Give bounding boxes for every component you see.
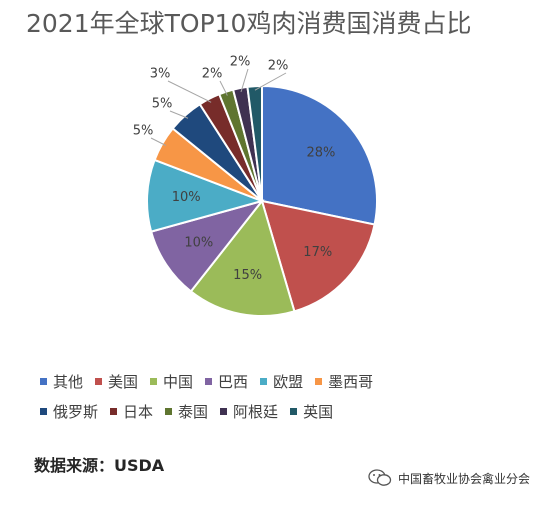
legend-item: 俄罗斯: [40, 401, 98, 422]
slice-label-1: 17%: [303, 245, 332, 260]
legend-swatch: [205, 377, 213, 385]
leader-line-9: [240, 68, 249, 93]
slice-label-7: 3%: [150, 67, 171, 82]
legend-item: 墨西哥: [315, 371, 373, 392]
legend-swatch: [165, 407, 173, 415]
legend-label: 巴西: [218, 372, 249, 391]
pie-slice-2: [189, 198, 296, 317]
legend-item: 中国: [150, 371, 193, 392]
legend-swatch: [220, 407, 228, 415]
legend-label: 日本: [123, 402, 154, 421]
legend-swatch: [40, 407, 47, 415]
slice-label-3: 10%: [184, 236, 213, 251]
legend-swatch: [95, 377, 103, 385]
legend-row: 俄罗斯 日本 泰国 阿根廷 英国: [40, 396, 540, 426]
legend-label: 其他: [53, 372, 84, 391]
slice-label-10: 2%: [268, 59, 289, 74]
leader-line-5: [150, 137, 167, 146]
legend-label: 阿根廷: [233, 402, 279, 421]
slice-label-0: 28%: [306, 146, 335, 161]
legend-item: 其他: [40, 371, 83, 392]
legend-label: 俄罗斯: [53, 402, 99, 421]
watermark: 中国畜牧业协会禽业分会: [368, 469, 530, 487]
legend-item: 泰国: [165, 401, 208, 422]
slice-label-6: 5%: [152, 97, 173, 112]
leader-line-7: [167, 80, 212, 103]
pie-chart: 28% 17% 15% 10% 10% 5% 5% 3% 2% 2% 2%: [133, 55, 378, 317]
data-source: 数据来源：USDA: [34, 456, 165, 475]
legend-label: 美国: [108, 372, 139, 391]
wechat-icon: [368, 469, 392, 486]
slice-label-4: 10%: [172, 190, 201, 205]
pie-slice-3: [149, 199, 265, 293]
pie-slice-1: [260, 199, 376, 313]
legend-swatch: [260, 377, 268, 385]
legend-item: 美国: [95, 371, 138, 392]
legend-label: 英国: [303, 402, 334, 421]
legend-item: 阿根廷: [220, 401, 278, 422]
legend-label: 墨西哥: [328, 372, 374, 391]
legend-swatch: [110, 407, 118, 415]
watermark-text: 中国畜牧业协会禽业分会: [398, 471, 531, 486]
legend-item: 日本: [110, 401, 153, 422]
legend-swatch: [40, 377, 47, 385]
leader-line-6: [169, 110, 189, 119]
slice-label-9: 2%: [230, 55, 251, 70]
legend: 其他 美国 中国 巴西 欧盟 墨西哥俄罗斯 日本 泰国 阿根廷 英国: [40, 366, 540, 426]
leader-line-8: [219, 80, 228, 96]
legend-swatch: [290, 407, 298, 415]
slice-label-8: 2%: [202, 67, 223, 82]
legend-swatch: [315, 377, 323, 385]
legend-label: 欧盟: [273, 372, 304, 391]
legend-item: 英国: [290, 401, 333, 422]
slice-label-5: 5%: [133, 124, 154, 139]
legend-row: 其他 美国 中国 巴西 欧盟 墨西哥: [40, 366, 540, 396]
legend-label: 泰国: [178, 402, 209, 421]
slice-label-2: 15%: [233, 268, 262, 283]
legend-label: 中国: [163, 372, 194, 391]
pie-slice-4: [146, 158, 266, 233]
leader-line-10: [254, 72, 287, 91]
pie-slice-0: [261, 84, 378, 226]
chart-title: 2021年全球TOP10鸡肉消费国消费占比: [26, 9, 472, 38]
legend-item: 巴西: [205, 371, 248, 392]
legend-item: 欧盟: [260, 371, 303, 392]
legend-swatch: [150, 377, 158, 385]
